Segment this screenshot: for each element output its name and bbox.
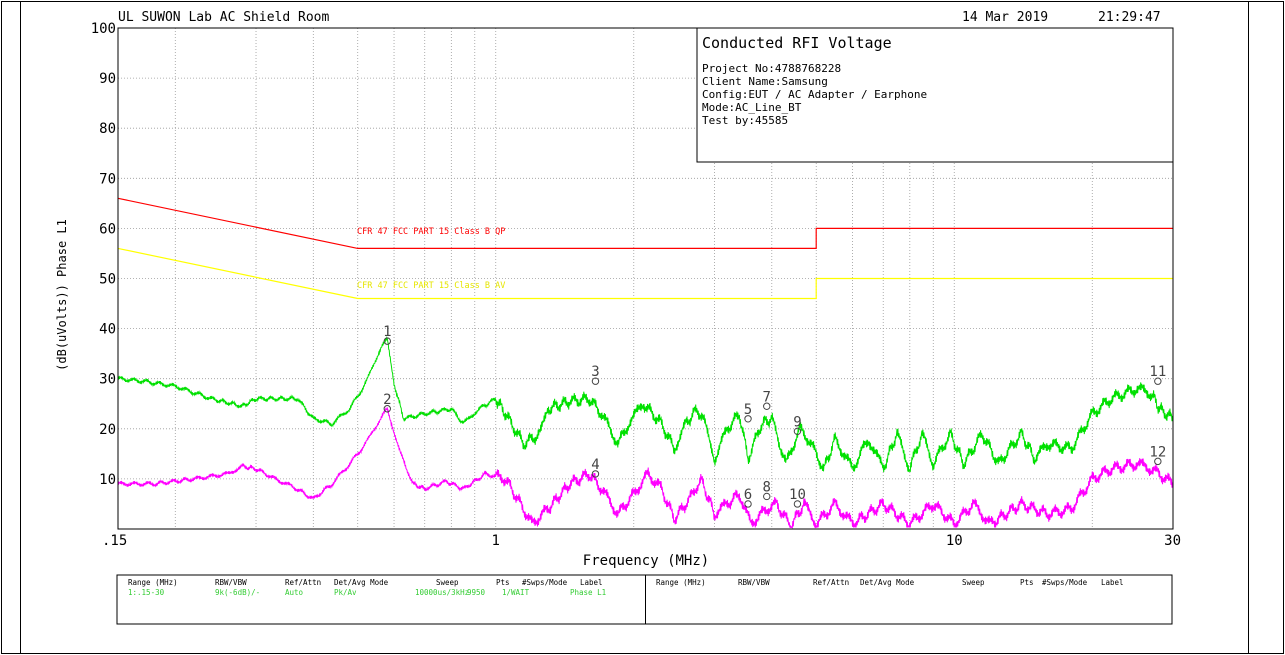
- av-limit-line: [117, 247, 1173, 300]
- info-tester: Test by:45585: [702, 114, 788, 127]
- marker-point: [591, 470, 600, 478]
- marker-label: 2: [383, 392, 391, 408]
- y-tick-label: 50: [99, 272, 116, 288]
- val-range: 1:.15-30: [128, 588, 165, 597]
- hdr2-range: Range (MHz): [656, 578, 706, 587]
- hdr2-pts: Pts: [1020, 578, 1034, 587]
- hdr-swps: #Swps/Mode: [522, 578, 568, 587]
- hdr2-ref: Ref/Attn: [813, 578, 849, 587]
- limit-lines: [117, 197, 1173, 300]
- header-time: 21:29:47: [1098, 10, 1161, 25]
- marker-label: 1: [383, 324, 391, 340]
- marker-point: [591, 377, 600, 385]
- y-tick-label: 30: [99, 372, 116, 388]
- marker-label: 12: [1149, 444, 1166, 460]
- y-tick-label: 70: [99, 171, 116, 187]
- info-box: [696, 27, 1174, 163]
- marker-point: [763, 492, 771, 501]
- settings-headers-left: Range (MHz) RBW/VBW Ref/Attn Det/Avg Mod…: [128, 578, 603, 587]
- y-axis-ticks: 100 90 80 70 60 50 40 30 20 10: [91, 21, 116, 488]
- hdr2-label: Label: [1101, 578, 1124, 587]
- hdr2-det: Det/Avg Mode: [860, 578, 915, 587]
- marker-point: [1154, 377, 1162, 385]
- marker-point: [383, 405, 391, 413]
- hdr-pts: Pts: [496, 578, 510, 587]
- info-mode: Mode:AC_Line_BT: [702, 101, 802, 114]
- peak-trace: [117, 336, 1174, 473]
- marker-point: [1154, 457, 1162, 466]
- y-tick-label: 10: [99, 472, 116, 488]
- hdr2-rbw: RBW/VBW: [738, 578, 770, 587]
- header-site: UL SUWON Lab AC Shield Room: [118, 10, 329, 25]
- y-axis-label: (dB(uVolts)) Phase L1: [55, 219, 69, 371]
- val-sweep: 10000us/3kHz: [415, 588, 469, 597]
- settings-headers-right: Range (MHz) RBW/VBW Ref/Attn Det/Avg Mod…: [656, 578, 1124, 587]
- marker-point: [744, 500, 752, 508]
- marker-label: 3: [591, 364, 599, 380]
- marker-label: 8: [763, 479, 771, 495]
- hdr-ref: Ref/Attn: [285, 578, 321, 587]
- val-swps: 1/WAIT: [502, 588, 530, 597]
- y-tick-label: 100: [91, 21, 116, 37]
- plot-border: [117, 27, 1174, 530]
- marker-label: 10: [789, 487, 806, 503]
- info-title: Conducted RFI Voltage: [702, 34, 892, 52]
- info-config: Config:EUT / AC Adapter / Earphone: [702, 88, 927, 101]
- hdr-range: Range (MHz): [128, 578, 178, 587]
- marker-point: [793, 427, 802, 436]
- x-axis-label: Frequency (MHz): [583, 553, 709, 569]
- val-pts: 9950: [467, 588, 486, 597]
- hdr-label: Label: [580, 578, 603, 587]
- marker-label: 5: [744, 402, 752, 418]
- x-tick-label: 30: [1164, 533, 1181, 549]
- y-tick-label: 80: [99, 121, 116, 137]
- marker-point: [763, 402, 771, 410]
- qp-limit-label: CFR 47 FCC PART 15 Class B QP: [357, 227, 505, 237]
- marker-label: 6: [744, 487, 752, 503]
- val-label: Phase L1: [570, 588, 606, 597]
- average-trace: [117, 407, 1174, 530]
- marker-point: [744, 415, 752, 423]
- marker-point: [383, 337, 391, 345]
- info-project: Project No:4788768228: [702, 62, 841, 75]
- hdr-sweep: Sweep: [436, 578, 459, 587]
- settings-table: [116, 574, 1173, 625]
- y-tick-label: 60: [99, 221, 116, 237]
- marker-label: 9: [793, 414, 801, 430]
- x-tick-label: 1: [492, 533, 500, 549]
- marker-label: 7: [763, 389, 771, 405]
- val-rbw: 9k(-6dB)/-: [215, 588, 260, 597]
- av-limit-label: CFR 47 FCC PART 15 Class B AV: [357, 281, 505, 291]
- x-tick-label: 10: [946, 533, 963, 549]
- marker-label: 4: [591, 457, 599, 473]
- hdr2-sweep: Sweep: [962, 578, 985, 587]
- settings-row: 1:.15-30 9k(-6dB)/- Auto Pk/Av 10000us/3…: [128, 588, 606, 597]
- y-tick-label: 20: [99, 422, 116, 438]
- qp-limit-line: [117, 197, 1173, 249]
- x-axis-ticks: .15 1 10 30: [102, 533, 1181, 549]
- marker-label: 11: [1149, 364, 1166, 380]
- hdr2-swps: #Swps/Mode: [1042, 578, 1088, 587]
- y-tick-label: 90: [99, 71, 116, 87]
- hdr-det: Det/Avg Mode: [334, 578, 389, 587]
- val-ref: Auto: [285, 588, 304, 597]
- header-date: 14 Mar 2019: [962, 10, 1048, 25]
- hdr-rbw: RBW/VBW: [215, 578, 247, 587]
- y-tick-label: 40: [99, 322, 116, 338]
- x-tick-label: .15: [102, 533, 127, 549]
- marker-point: [793, 500, 802, 508]
- info-client: Client Name:Samsung: [702, 75, 828, 88]
- val-det: Pk/Av: [334, 588, 357, 597]
- data-series: [117, 336, 1174, 530]
